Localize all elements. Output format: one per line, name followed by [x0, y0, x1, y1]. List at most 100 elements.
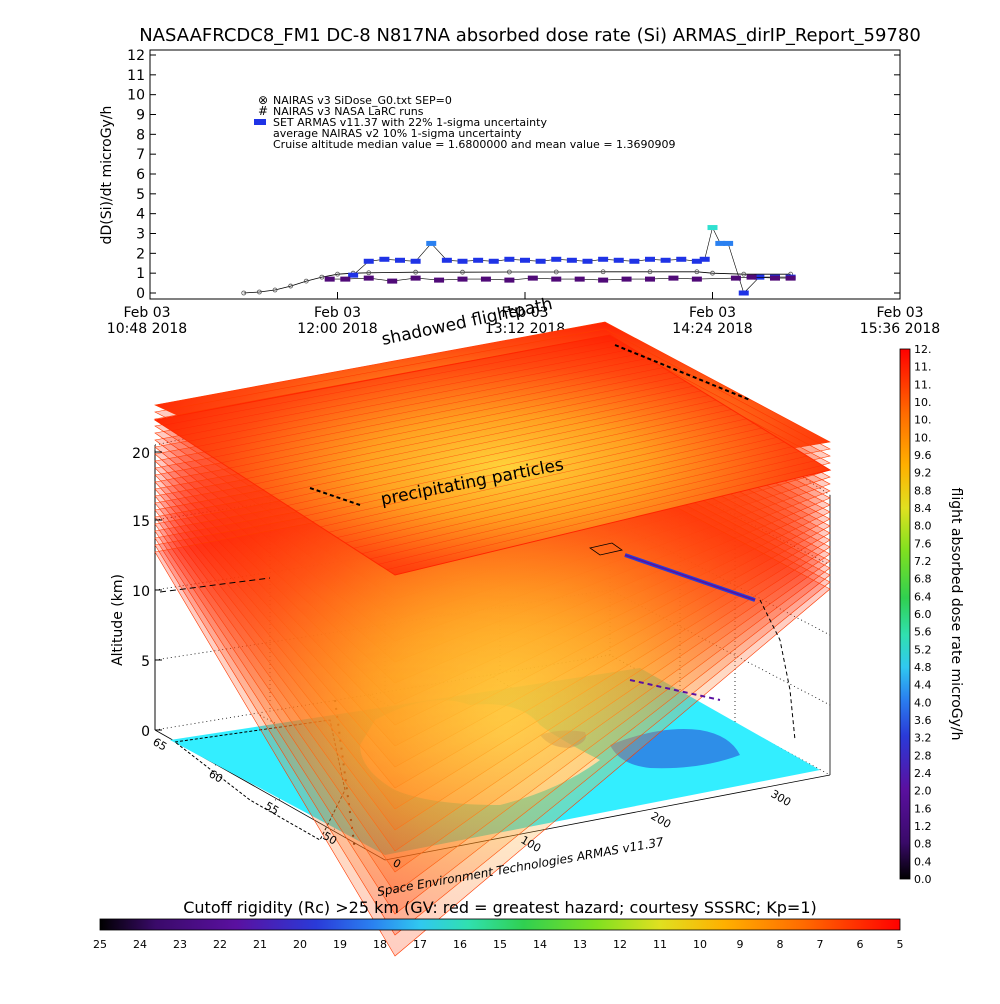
cutoff-colorbar-title: Cutoff rigidity (Rc) >25 km (GV: red = g…: [183, 898, 817, 917]
dose-y-axis-label: dD(Si)/dt microGy/h: [99, 106, 115, 245]
dose-colorbar-tick-label: 2.4: [914, 767, 932, 780]
dose-colorbar-tick-label: 12.: [914, 343, 932, 356]
dose-layer-stripe: [171, 344, 626, 431]
dose-x-tick-label-date: Feb 03: [501, 305, 548, 321]
altitude-drop-line: [759, 599, 796, 741]
dose-point-nairas-v2: [785, 275, 796, 281]
dose-colorbar-tick-label: 7.6: [914, 537, 932, 550]
dose-y-tick-label: 2: [136, 246, 145, 262]
ground-track: [629, 679, 721, 701]
longitude-tick-label: 300: [769, 787, 794, 809]
altitude-tick-label: 5: [141, 654, 150, 670]
dose-point-armas: [488, 258, 499, 264]
dose-layer-stripe: [312, 423, 755, 522]
dose-x-tick-label-date: Feb 03: [314, 305, 361, 321]
legend-armas: SET ARMAS v11.37 with 22% 1-sigma uncert…: [273, 116, 547, 129]
dose-point-nairas-v3: [600, 269, 606, 275]
dose-point-nairas-v3: [460, 269, 465, 275]
dose-layer-stripe: [370, 455, 808, 560]
longitude-tick-label: 100: [519, 833, 544, 855]
dose-colorbar-tick-label: 1.6: [914, 802, 932, 815]
legend-larc: NAIRAS v3 NASA LaRC runs: [273, 105, 424, 118]
altitude-tick-label: 10: [132, 584, 150, 600]
dose-colorbar-tick-label: 8.0: [914, 520, 932, 533]
dose-point-nairas-v3: [241, 290, 247, 296]
dose-point-nairas-v2: [574, 276, 585, 282]
dose-y-tick-label: 4: [136, 207, 145, 223]
dose-colorbar: 0.0 0.4 0.8 1.2 1.6 2.0 2.4 2.8 3.2 3.6 4.0 4.4 4.8 5…: [899, 343, 964, 886]
cutoff-colorbar-tick-label: 16: [453, 938, 467, 951]
dose-series-line: [243, 271, 791, 294]
dose-layer-stripe: [262, 395, 709, 490]
dose-layer-stripe: [179, 348, 633, 437]
dose-colorbar-tick-label: 4.0: [914, 696, 932, 709]
legend-nairas-v2: average NAIRAS v2 10% 1-sigma uncertaint…: [273, 127, 522, 140]
cutoff-colorbar-tick-label: 6: [857, 938, 864, 951]
dose-layer-stripe: [270, 399, 717, 496]
dose-point-nairas-v3: [366, 270, 372, 276]
dose-layer-stripe: [320, 427, 762, 528]
dose-layer-stripe: [279, 404, 724, 501]
dose-colorbar-tick-label: 9.6: [914, 449, 932, 462]
cutoff-colorbar-tick-label: 19: [333, 938, 347, 951]
dose-layer-stripe: [386, 465, 823, 570]
altitude-tick-label: 15: [132, 514, 150, 530]
dose-point-armas: [566, 257, 577, 263]
dose-legend: ⊗ NAIRAS v3 SiDose_G0.txt SEP=0 # NAIRAS…: [254, 93, 676, 151]
dose-point-nairas-v3: [647, 269, 653, 275]
dose-point-nairas-v2: [504, 277, 515, 283]
dose-point-armas: [457, 258, 468, 264]
latitude-tick-label: 65: [151, 735, 170, 753]
dose-point-nairas-v2: [363, 275, 374, 281]
dose-point-nairas-v2: [730, 275, 741, 281]
dose-point-armas: [363, 258, 374, 264]
dose-point-nairas-v3: [272, 287, 278, 293]
dose-layer-stripe: [204, 362, 656, 453]
dose-point-nairas-v2: [457, 276, 468, 282]
cutoff-colorbar-tick-label: 9: [737, 938, 744, 951]
dose-x-tick-label-time: 14:24 2018: [672, 321, 752, 337]
cutoff-colorbar-tick-label: 24: [133, 938, 147, 951]
dose-point-nairas-v3: [256, 289, 262, 295]
cutoff-colorbar-tick-label: 14: [533, 938, 547, 951]
dose-colorbar-tick-label: 0.4: [914, 855, 932, 868]
dose-colorbar-tick-label: 8.4: [914, 502, 932, 515]
legend-nairas-v3: NAIRAS v3 SiDose_G0.txt SEP=0: [273, 94, 452, 107]
legend-symbol-armas: [254, 119, 266, 125]
dose-colorbar-tick-label: 11.: [914, 361, 932, 374]
dose-colorbar-tick-label: 6.0: [914, 608, 932, 621]
dose-point-armas: [707, 225, 718, 231]
latitude-tick-label: 60: [207, 767, 226, 785]
dose-point-nairas-v3: [303, 278, 309, 284]
legend-symbol-larc: #: [258, 104, 268, 118]
dose-layer-stripe: [361, 451, 800, 554]
dose-point-armas: [723, 240, 734, 246]
cutoff-colorbar-tick-label: 12: [613, 938, 627, 951]
dose-point-armas: [410, 258, 421, 264]
dose-point-nairas-v3: [710, 270, 715, 276]
dose-point-armas: [379, 256, 390, 262]
dose-layer-stripe: [196, 358, 648, 447]
dose-colorbar-tick-label: 3.6: [914, 714, 932, 727]
cutoff-colorbar-tick-label: 23: [173, 938, 187, 951]
dose-point-armas: [504, 256, 515, 262]
dose-layer-stripe: [188, 353, 641, 442]
dose-point-armas: [699, 256, 710, 262]
dose-point-nairas-v2: [770, 275, 780, 281]
dose-point-nairas-v2: [645, 276, 655, 282]
dose-point-armas: [715, 240, 726, 246]
dose-x-tick-label-date: Feb 03: [876, 305, 923, 321]
dose-layer-stripe: [212, 367, 664, 458]
dose-y-tick-label: 9: [136, 108, 145, 124]
dose-colorbar-tick-label: 9.2: [914, 467, 932, 480]
dose-x-tick-label-date: Feb 03: [689, 305, 736, 321]
dose-layer-stripe: [287, 409, 732, 506]
dose-colorbar-tick-label: 2.8: [914, 749, 932, 762]
longitude-tick-label: 200: [649, 809, 674, 831]
dose-point-armas: [426, 240, 437, 246]
dose-colorbar-tick-label: 10.: [914, 431, 932, 444]
dose-layers: [153, 321, 832, 957]
